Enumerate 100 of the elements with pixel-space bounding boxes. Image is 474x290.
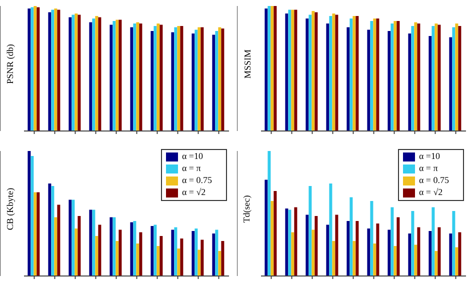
legend-label: α = π [182, 163, 201, 174]
bar [306, 18, 309, 131]
bar [268, 151, 271, 276]
bar [352, 16, 356, 131]
bar [72, 200, 75, 276]
bar [274, 6, 277, 131]
bar [270, 6, 274, 131]
bar [139, 24, 142, 131]
bar [396, 21, 400, 131]
bar [51, 186, 54, 276]
bar [177, 26, 180, 131]
bar [68, 17, 72, 131]
bar [288, 10, 292, 131]
bar [438, 24, 441, 131]
bar [452, 211, 456, 276]
legend-label: α =10 [182, 151, 203, 162]
bar [112, 21, 116, 131]
bar [180, 238, 184, 276]
bar [95, 16, 98, 131]
bar [312, 230, 315, 276]
bar [270, 201, 274, 276]
bar [110, 24, 113, 131]
bar [346, 27, 350, 131]
bar [130, 27, 134, 131]
bar [116, 20, 119, 131]
bar [194, 228, 198, 276]
bar [390, 207, 394, 276]
bar [136, 22, 140, 131]
bar [74, 228, 78, 276]
legend-label: α =10 [418, 151, 440, 162]
bar [200, 240, 204, 276]
bar [388, 230, 391, 276]
bar [326, 224, 330, 276]
bar [438, 227, 441, 276]
bar [221, 28, 224, 131]
bar [215, 31, 218, 131]
y-axis-title: PSNR (db) [5, 44, 16, 84]
bar [414, 22, 418, 131]
bar [285, 14, 288, 131]
bar [408, 234, 412, 276]
bar [329, 184, 332, 276]
bar [118, 20, 122, 131]
bar [160, 24, 163, 131]
bar [350, 18, 353, 131]
bar [458, 232, 462, 276]
bar [373, 18, 376, 131]
bar [432, 26, 435, 131]
bar [356, 16, 359, 131]
bar [414, 244, 418, 276]
bar [130, 222, 134, 276]
bar [48, 12, 52, 131]
bar [449, 37, 452, 131]
bar [455, 24, 458, 131]
bar [57, 10, 60, 131]
bar [376, 18, 380, 131]
bar [212, 234, 216, 276]
bar [335, 14, 338, 131]
bar [346, 221, 350, 276]
bar [200, 27, 204, 131]
bar [434, 251, 438, 276]
bar [28, 151, 31, 276]
bar [198, 250, 201, 276]
bar [194, 30, 198, 131]
bar [335, 214, 338, 276]
bar [294, 10, 298, 131]
bar [332, 241, 336, 276]
bar [218, 27, 222, 131]
bar [57, 204, 60, 276]
bar [367, 228, 370, 276]
bar [30, 156, 34, 276]
bar [133, 24, 136, 131]
bar [28, 8, 31, 131]
bar [154, 224, 157, 276]
bar [294, 207, 298, 276]
bar [434, 24, 438, 131]
bar [174, 27, 178, 131]
bar [51, 10, 54, 131]
bar [308, 14, 312, 131]
bar [36, 7, 40, 131]
bar [98, 17, 102, 131]
bar [264, 8, 268, 131]
bar [352, 241, 356, 276]
bar [150, 31, 154, 131]
bar [72, 14, 75, 131]
y-axis-title: CB (Kbyte) [5, 187, 15, 230]
bar [388, 31, 391, 131]
bar [428, 36, 432, 131]
bar [198, 27, 201, 131]
bar [133, 221, 136, 276]
bar [329, 16, 332, 131]
bar [417, 24, 420, 131]
bar [458, 26, 462, 131]
bar [291, 10, 294, 131]
bar [291, 232, 294, 276]
bar [449, 234, 452, 276]
bar [112, 217, 116, 276]
bar [308, 186, 312, 276]
bar [370, 21, 374, 131]
bar [74, 14, 78, 131]
bar [34, 6, 37, 131]
